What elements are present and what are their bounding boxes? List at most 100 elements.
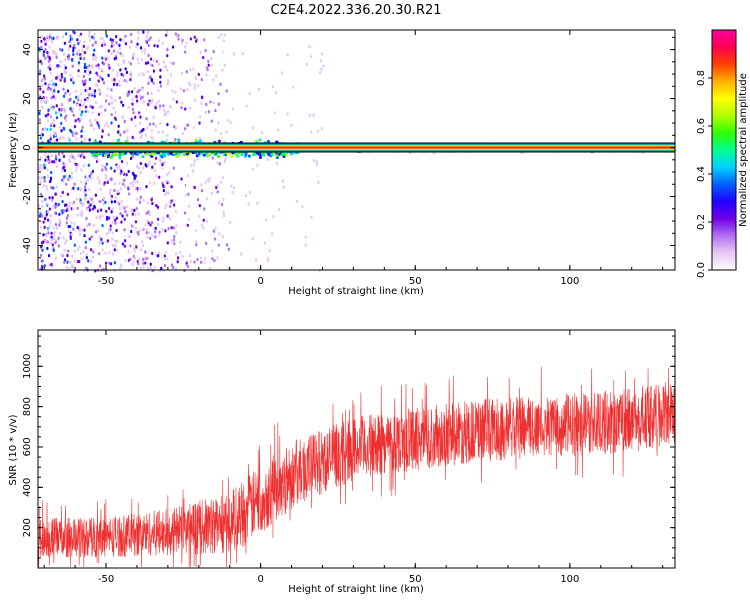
spectrogram-cell (205, 122, 208, 126)
spectrogram-cell (41, 264, 44, 269)
spectrogram-cell (59, 113, 63, 117)
spectrogram-cell (107, 49, 110, 53)
spectrogram-cell (174, 137, 177, 142)
spectrogram-cell (149, 223, 152, 227)
spectrogram-cell (121, 214, 124, 218)
spectrogram-cell (118, 83, 122, 88)
spectrogram-cell (70, 176, 73, 180)
spectrogram-cell (241, 51, 244, 56)
spectrogram-cell (130, 229, 133, 234)
spectrogram-cell (192, 163, 196, 167)
spectrogram-cell (52, 82, 55, 86)
spectrogram-cell (42, 53, 45, 57)
spectrogram-cell (178, 263, 181, 267)
snr-y-tick-label: 600 (22, 437, 33, 456)
spectrogram-cell (150, 129, 153, 133)
spectrogram-cell (118, 206, 121, 210)
spectrogram-y-tick-label: -20 (22, 188, 33, 204)
spectrogram-cell (148, 231, 151, 235)
spectrogram-cell (319, 59, 322, 63)
spectrogram-cell (119, 68, 122, 72)
spectrogram-cell (94, 118, 97, 122)
spectrogram-cell (154, 106, 157, 110)
spectrogram-cell (198, 139, 202, 143)
spectrogram-cell (285, 153, 289, 157)
spectrogram-cell (52, 49, 55, 53)
spectrogram-cell (50, 238, 53, 242)
spectrogram-cell (52, 95, 55, 99)
spectrogram-cell (120, 199, 123, 204)
spectrogram-cell (264, 218, 268, 222)
spectrogram-cell (145, 117, 148, 121)
spectrogram-cell (114, 116, 117, 120)
spectrogram-cell (204, 180, 207, 184)
spectrogram-cell (207, 258, 210, 262)
spectrogram-cell (47, 254, 51, 258)
spectrogram-cell (47, 59, 50, 63)
spectrogram-cell (174, 209, 177, 214)
spectrogram-cell (152, 59, 155, 63)
spectrogram-cell (54, 241, 57, 245)
spectrogram-cell (194, 165, 198, 169)
spectrogram-cell (182, 184, 186, 188)
spectrogram-cell (146, 69, 149, 74)
spectrogram-cell (75, 169, 78, 173)
spectrogram-cell (197, 152, 201, 156)
spectrogram-cell (220, 33, 223, 37)
spectrogram-cell (219, 176, 222, 180)
spectrogram-cell (112, 43, 116, 47)
spectrogram-cell (147, 43, 150, 47)
spectrogram-cell (50, 185, 53, 190)
spectrogram-cell (80, 257, 83, 261)
spectrogram-cell (162, 216, 165, 220)
spectrogram-cell (143, 48, 147, 52)
spectrogram-cell (58, 110, 61, 114)
spectrogram-cell (127, 105, 130, 110)
spectrogram-cell (157, 254, 160, 258)
spectrogram-cell (108, 251, 111, 255)
spectrogram-cell (128, 186, 131, 190)
spectrogram-cell (286, 53, 289, 57)
spectrogram-cell (106, 269, 109, 273)
spectrogram-cell (141, 155, 145, 159)
spectrogram-cell (49, 33, 52, 37)
spectrogram-cell (100, 237, 103, 241)
spectrogram-cell (150, 135, 153, 139)
spectrogram-cell (50, 170, 53, 175)
spectrogram-cell (52, 248, 55, 253)
spectrogram-cell (219, 166, 222, 170)
spectrogram-cell (79, 251, 83, 256)
spectrogram-cell (138, 121, 142, 125)
spectrogram-cell (139, 136, 142, 140)
spectrogram-cell (73, 249, 77, 254)
spectrogram-cell (60, 253, 63, 257)
spectrogram-cell (105, 93, 109, 98)
spectrogram-cell (38, 168, 41, 172)
spectrogram-cell (172, 238, 176, 242)
spectrogram-cell (180, 177, 183, 181)
spectrogram-cell (101, 129, 104, 133)
spectrogram-cell (105, 99, 108, 103)
spectrogram-cell (83, 51, 86, 55)
spectrogram-cell (72, 30, 75, 34)
spectrogram-cell (150, 198, 153, 202)
spectrogram-cell (63, 203, 67, 207)
spectrogram-x-label: Height of straight line (km) (288, 286, 424, 297)
spectrogram-cell (88, 118, 91, 123)
spectrogram-cell (139, 171, 142, 175)
spectrogram-cell (134, 180, 137, 184)
spectrogram-cell (42, 183, 46, 188)
spectrogram-cell (47, 231, 50, 235)
spectrogram-cell (73, 43, 76, 48)
spectrogram-cell (136, 189, 139, 193)
spectrogram-cell (189, 49, 192, 53)
spectrogram-cell (275, 161, 279, 165)
spectrogram-cell (52, 204, 55, 208)
spectrogram-cell (280, 71, 284, 75)
spectrogram-cell (88, 222, 91, 226)
spectrogram-cell (88, 208, 92, 212)
spectrogram-cell (191, 169, 194, 173)
spectrogram-cell (87, 259, 90, 263)
spectrogram-cell (46, 87, 50, 91)
spectrogram-cell (90, 248, 93, 252)
